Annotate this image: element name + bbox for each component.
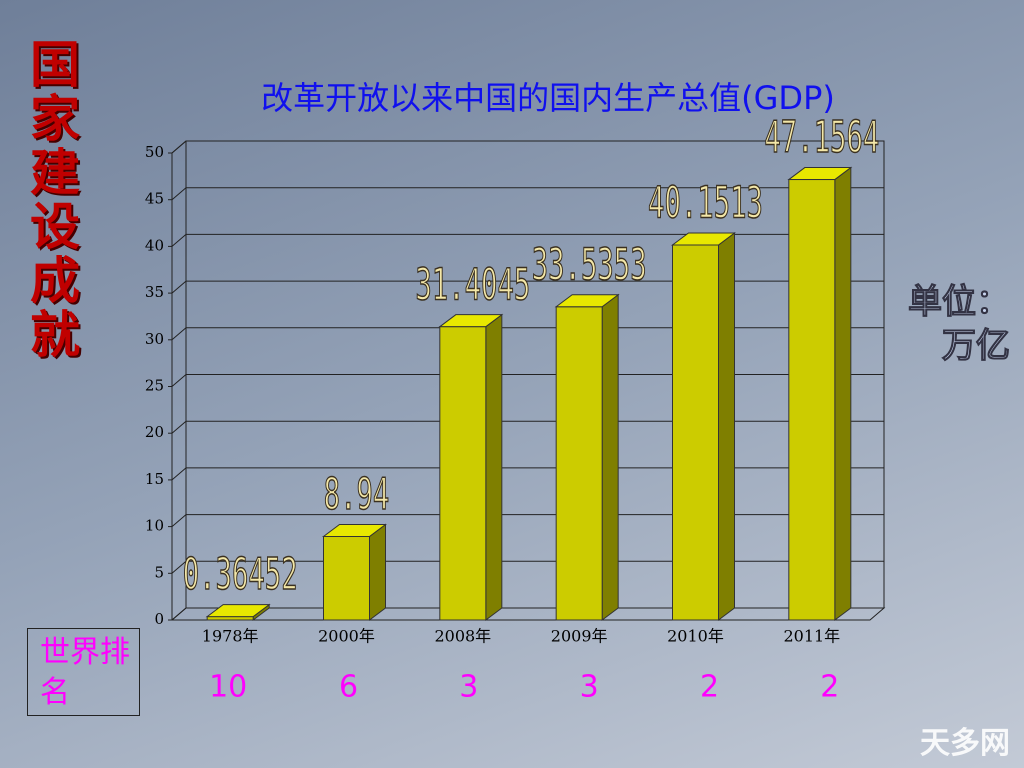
x-tick-label: 1978年 [202, 627, 259, 646]
rank-label: 世界排名 [27, 628, 140, 716]
bar-top [205, 604, 271, 618]
bar-side [718, 231, 735, 621]
grid-line [171, 374, 187, 387]
watermark: 天多网 [920, 726, 1010, 761]
bar [323, 536, 370, 621]
rank: 3 [580, 670, 599, 705]
data-label: 47.1564 [764, 111, 879, 163]
x-tick-label: 2009年 [551, 627, 608, 646]
data-label: 31.4045 [415, 258, 530, 310]
bar-top [438, 314, 504, 328]
y-tick-label: 25 [145, 377, 164, 395]
grid-line [171, 234, 187, 247]
bar-top [671, 232, 736, 246]
grid-line [171, 327, 187, 341]
grid-line [171, 560, 187, 574]
bar [672, 244, 719, 621]
bar-side [601, 293, 619, 621]
grid-line [171, 420, 187, 434]
bar-top [787, 167, 853, 181]
y-tick-label: 30 [145, 330, 164, 348]
x-tick-label: 2008年 [434, 627, 491, 646]
data-label: 8.94 [324, 468, 390, 520]
rank: 10 [209, 670, 247, 705]
bar-side [834, 166, 852, 621]
rank: 2 [700, 670, 719, 705]
grid-line [171, 607, 187, 621]
grid-line [171, 467, 187, 481]
y-tick-label: 10 [145, 517, 164, 535]
bar [206, 616, 254, 621]
rank: 6 [339, 670, 358, 705]
y-tick-label: 15 [145, 470, 164, 488]
y-tick-label: 5 [154, 563, 164, 581]
y-tick-label: 50 [145, 143, 164, 161]
x-tick-label: 2011年 [783, 627, 840, 646]
y-tick-label: 35 [145, 283, 164, 301]
data-label: 0.36452 [183, 548, 298, 600]
bar [555, 306, 603, 621]
grid-line [171, 140, 187, 154]
x-tick-label: 2010年 [667, 627, 724, 646]
floor [170, 607, 886, 621]
bar-side [369, 523, 386, 621]
y-tick-label: 40 [145, 236, 164, 254]
bar [788, 179, 836, 621]
x-tick-label: 2000年 [318, 627, 375, 646]
bar-side [485, 313, 503, 621]
bar-top [322, 524, 387, 538]
y-tick-label: 0 [154, 610, 164, 628]
grid-line [171, 280, 187, 294]
rank: 3 [459, 670, 478, 705]
bar [439, 326, 487, 621]
unit-label: 单位：万亿 [908, 282, 1011, 367]
chart-title: 改革开放以来中国的国内生产总值(GDP) [261, 79, 835, 117]
grid-line [171, 514, 187, 527]
rank: 2 [820, 670, 839, 705]
data-label: 33.5353 [532, 239, 647, 291]
bar-top [554, 294, 620, 308]
y-tick-label: 20 [145, 423, 164, 441]
data-label: 40.1513 [648, 177, 763, 229]
grid-line [171, 187, 187, 201]
y-tick-label: 45 [145, 190, 164, 208]
side-title: 国家建设成就 [30, 35, 80, 364]
